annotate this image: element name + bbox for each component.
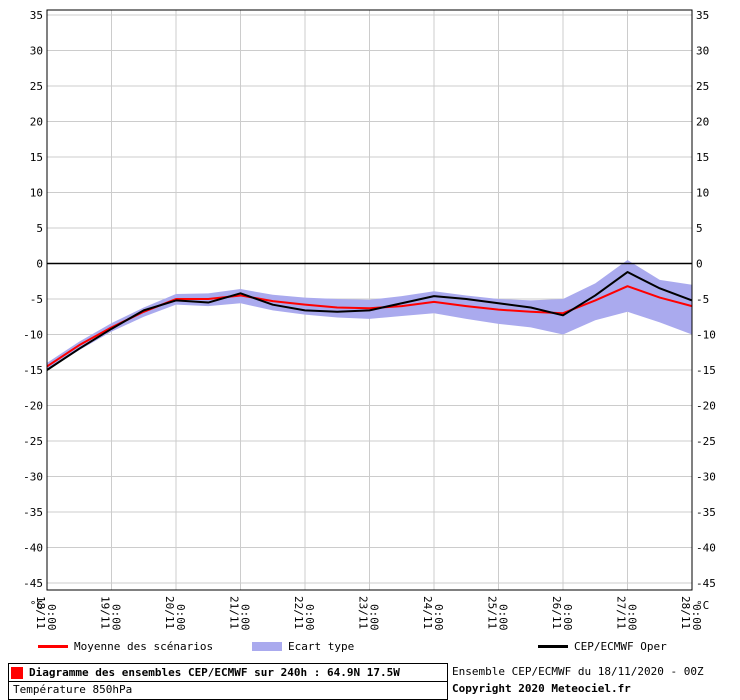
svg-text:-5: -5: [696, 293, 709, 306]
svg-text:0:00: 0:00: [690, 604, 703, 631]
svg-text:0:00: 0:00: [110, 604, 123, 631]
svg-text:15: 15: [30, 151, 43, 164]
mean-line-swatch: [38, 645, 68, 648]
svg-text:25/11: 25/11: [486, 596, 499, 629]
oper-line: [46, 271, 693, 371]
svg-text:-10: -10: [696, 329, 716, 342]
stddev-band-swatch: [252, 642, 282, 651]
svg-text:0:00: 0:00: [497, 604, 510, 631]
svg-text:-45: -45: [23, 577, 43, 590]
svg-text:22/11: 22/11: [292, 596, 305, 629]
svg-text:28/11: 28/11: [679, 596, 692, 629]
svg-text:30: 30: [30, 45, 43, 58]
svg-text:24/11: 24/11: [421, 596, 434, 629]
svg-text:-35: -35: [696, 506, 716, 519]
chart-legend: Moyenne des scénarios Ecart type CEP/ECM…: [0, 640, 740, 658]
svg-text:0:00: 0:00: [239, 604, 252, 631]
svg-text:-40: -40: [23, 542, 43, 555]
svg-text:0:00: 0:00: [561, 604, 574, 631]
svg-text:0:00: 0:00: [303, 604, 316, 631]
svg-text:25: 25: [696, 80, 709, 93]
svg-text:19/11: 19/11: [99, 596, 112, 629]
svg-text:-25: -25: [23, 435, 43, 448]
legend-item-mean: Moyenne des scénarios: [38, 640, 213, 653]
legend-mean-label: Moyenne des scénarios: [74, 640, 214, 653]
svg-text:15: 15: [696, 151, 709, 164]
svg-text:-30: -30: [696, 471, 716, 484]
svg-text:20: 20: [696, 116, 709, 129]
chart-title-row: Diagramme des ensembles CEP/ECMWF sur 24…: [9, 664, 447, 682]
svg-text:0: 0: [36, 258, 43, 271]
svg-text:5: 5: [36, 222, 43, 235]
svg-text:21/11: 21/11: [228, 596, 241, 629]
svg-text:0:00: 0:00: [368, 604, 381, 631]
svg-text:-20: -20: [696, 400, 716, 413]
svg-text:20: 20: [30, 116, 43, 129]
svg-text:30: 30: [696, 45, 709, 58]
svg-text:35: 35: [696, 9, 709, 22]
svg-text:0:00: 0:00: [45, 604, 58, 631]
x-axis-labels: 18/110:00 19/110:00 20/110:00 21/110:00 22/1…: [34, 596, 703, 631]
svg-text:-25: -25: [696, 435, 716, 448]
chart-footer: Diagramme des ensembles CEP/ECMWF sur 24…: [0, 663, 740, 700]
chart-subtitle: Température 850hPa: [13, 683, 133, 696]
svg-text:0: 0: [696, 258, 703, 271]
svg-text:10: 10: [696, 187, 709, 200]
svg-text:26/11: 26/11: [550, 596, 563, 629]
legend-item-stddev: Ecart type: [252, 640, 354, 653]
stddev-band: [47, 259, 692, 370]
svg-text:23/11: 23/11: [357, 596, 370, 629]
svg-text:0:00: 0:00: [626, 604, 639, 631]
svg-text:20/11: 20/11: [163, 596, 176, 629]
svg-text:-10: -10: [23, 329, 43, 342]
svg-text:-35: -35: [23, 506, 43, 519]
svg-text:-40: -40: [696, 542, 716, 555]
svg-text:25: 25: [30, 80, 43, 93]
svg-text:0:00: 0:00: [174, 604, 187, 631]
svg-text:35: 35: [30, 9, 43, 22]
ensemble-temperature-chart: 35 35 30 30 25 25 20 20 15 15 10 10 5 5 0 0 -5 -5 -10 -10 -1…: [23, 9, 716, 631]
legend-oper-label: CEP/ECMWF Oper: [574, 640, 667, 653]
svg-text:-15: -15: [23, 364, 43, 377]
svg-text:-30: -30: [23, 471, 43, 484]
oper-line-swatch: [538, 645, 568, 648]
y-axis-labels: 35 35 30 30 25 25 20 20 15 15 10 10 5 5 0 0 -5 -5 -10 -10 -1…: [23, 9, 716, 612]
chart-title: Diagramme des ensembles CEP/ECMWF sur 24…: [29, 666, 400, 679]
svg-text:-45: -45: [696, 577, 716, 590]
svg-text:27/11: 27/11: [615, 596, 628, 629]
y-unit-left: °C: [30, 599, 43, 612]
svg-text:-15: -15: [696, 364, 716, 377]
chart-info-box: Diagramme des ensembles CEP/ECMWF sur 24…: [8, 663, 448, 700]
legend-stddev-label: Ecart type: [288, 640, 355, 653]
run-info-text: Ensemble CEP/ECMWF du 18/11/2020 - 00Z: [452, 665, 704, 678]
red-square-icon: [11, 666, 23, 679]
svg-text:-20: -20: [23, 400, 43, 413]
y-unit-right: °C: [696, 599, 709, 612]
svg-text:0:00: 0:00: [432, 604, 445, 631]
svg-text:-5: -5: [30, 293, 43, 306]
copyright-text: Copyright 2020 Meteociel.fr: [452, 682, 631, 695]
svg-text:5: 5: [696, 222, 703, 235]
svg-text:18/11: 18/11: [34, 596, 47, 629]
chart-subtitle-row: Température 850hPa: [9, 682, 447, 699]
legend-item-oper: CEP/ECMWF Oper: [538, 640, 667, 653]
plot-frame: [46, 9, 693, 591]
svg-text:10: 10: [30, 187, 43, 200]
